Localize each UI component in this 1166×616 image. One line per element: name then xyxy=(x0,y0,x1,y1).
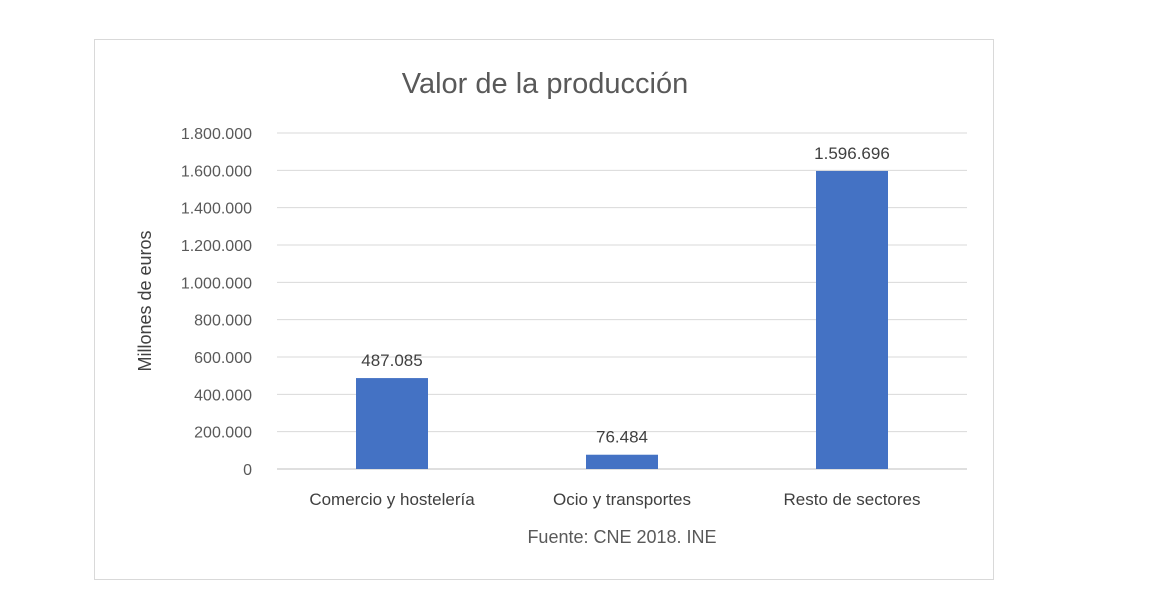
y-tick-label: 0 xyxy=(243,462,252,479)
x-axis-categories: Comercio y hostelería Ocio y transportes R… xyxy=(309,490,920,509)
y-axis-label: Millones de euros xyxy=(135,230,155,371)
category-label: Ocio y transportes xyxy=(553,490,691,509)
source-note: Fuente: CNE 2018. INE xyxy=(527,527,716,547)
y-tick-label: 1.400.000 xyxy=(181,201,252,218)
bar-chart: Valor de la producción 0 200.000 400.000 60… xyxy=(135,68,967,547)
chart-frame: Valor de la producción 0 200.000 400.000 60… xyxy=(94,39,994,580)
y-tick-label: 800.000 xyxy=(194,313,252,330)
bar xyxy=(586,454,658,469)
y-tick-label: 600.000 xyxy=(194,350,252,367)
y-tick-label: 1.000.000 xyxy=(181,275,252,292)
y-tick-label: 1.200.000 xyxy=(181,238,252,255)
bar xyxy=(816,170,888,469)
data-label: 487.085 xyxy=(361,351,422,370)
data-label: 76.484 xyxy=(596,428,648,447)
chart-title: Valor de la producción xyxy=(402,68,688,100)
category-label: Resto de sectores xyxy=(783,490,920,509)
y-tick-label: 400.000 xyxy=(194,387,252,404)
category-label: Comercio y hostelería xyxy=(309,490,475,509)
bar xyxy=(356,378,428,469)
data-label: 1.596.696 xyxy=(814,144,890,163)
y-tick-label: 200.000 xyxy=(194,425,252,442)
y-tick-label: 1.600.000 xyxy=(181,163,252,180)
data-labels: 487.085 76.484 1.596.696 xyxy=(361,144,890,447)
bars xyxy=(356,170,888,469)
y-tick-label: 1.800.000 xyxy=(181,126,252,143)
y-axis-ticks: 0 200.000 400.000 600.000 800.000 1.000.000 1.… xyxy=(181,126,252,479)
